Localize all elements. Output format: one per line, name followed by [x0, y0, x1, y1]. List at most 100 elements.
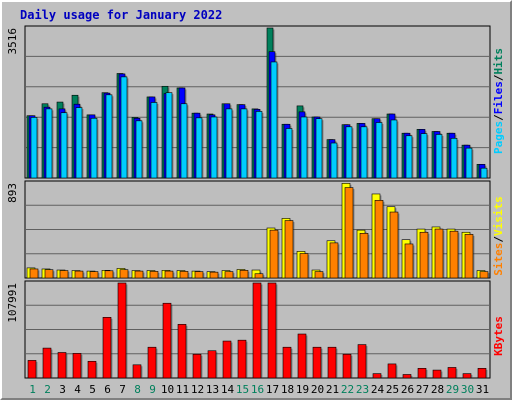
- bar-kbytes-day-18: [282, 346, 292, 379]
- bar-pages-day-31: [480, 167, 488, 179]
- bar-kbytes-day-14: [222, 340, 232, 379]
- x-tick-label-day-25: 25: [386, 383, 399, 396]
- bar-pages-day-14: [225, 108, 233, 179]
- x-tick-label-day-15: 15: [236, 383, 249, 396]
- bar-sites-day-22: [344, 187, 354, 279]
- x-tick-label-day-10: 10: [161, 383, 174, 396]
- x-tick-label-day-14: 14: [221, 383, 235, 396]
- x-tick-label-day-11: 11: [176, 383, 189, 396]
- x-tick-label-day-4: 4: [74, 383, 81, 396]
- bar-kbytes-day-5: [87, 360, 97, 379]
- x-tick-label-day-8: 8: [134, 383, 141, 396]
- bar-pages-day-21: [330, 142, 338, 179]
- bar-kbytes-day-26: [402, 374, 412, 379]
- bar-kbytes-day-22: [342, 353, 352, 379]
- legend-entry-files: Files: [492, 81, 505, 114]
- bar-kbytes-day-24: [372, 373, 382, 379]
- bar-sites-day-27: [419, 231, 429, 279]
- legend-entry-sites: Sites: [492, 243, 505, 276]
- bar-sites-day-10: [164, 270, 174, 279]
- x-tick-label-day-16: 16: [251, 383, 264, 396]
- bar-sites-day-8: [134, 270, 144, 279]
- bar-sites-day-6: [104, 270, 114, 279]
- bar-pages-day-17: [270, 61, 278, 179]
- x-tick-label-day-31: 31: [476, 383, 489, 396]
- legend-entry-hits: Hits: [492, 48, 505, 75]
- bar-sites-day-19: [299, 253, 309, 279]
- bar-kbytes-day-7: [117, 282, 127, 379]
- bar-sites-day-26: [404, 243, 414, 279]
- bar-pages-day-2: [45, 108, 53, 179]
- bar-kbytes-day-3: [57, 352, 67, 379]
- bar-pages-day-11: [180, 103, 188, 179]
- x-tick-label-day-28: 28: [431, 383, 444, 396]
- bar-sites-day-17: [269, 229, 279, 279]
- x-tick-label-day-26: 26: [401, 383, 414, 396]
- bar-pages-day-26: [405, 135, 413, 179]
- legend-separator: /: [492, 74, 505, 81]
- bar-kbytes-day-21: [327, 346, 337, 379]
- bar-kbytes-day-25: [387, 363, 397, 379]
- bar-pages-day-6: [105, 94, 113, 179]
- bar-pages-day-16: [255, 111, 263, 179]
- bar-pages-day-13: [210, 116, 218, 179]
- x-tick-label-day-2: 2: [44, 383, 51, 396]
- bar-pages-day-10: [165, 92, 173, 179]
- legend-separator: /: [492, 114, 505, 121]
- bar-kbytes-day-15: [237, 339, 247, 379]
- bar-kbytes-day-30: [462, 373, 472, 379]
- x-tick-label-day-9: 9: [149, 383, 156, 396]
- x-tick-label-day-18: 18: [281, 383, 294, 396]
- bar-kbytes-day-2: [42, 347, 52, 379]
- legend-entry-kbytes: KBytes: [492, 316, 505, 356]
- bar-sites-day-21: [329, 242, 339, 279]
- legend-sites-visits: Sites/Visits: [492, 196, 505, 276]
- bar-kbytes-day-31: [477, 368, 487, 379]
- bar-kbytes-day-6: [102, 317, 112, 379]
- legend-kbytes: KBytes: [492, 316, 505, 356]
- legend-entry-visits: Visits: [492, 196, 505, 236]
- bar-sites-day-16: [254, 273, 264, 279]
- bar-pages-day-12: [195, 117, 203, 179]
- bar-kbytes-day-13: [207, 350, 217, 379]
- x-tick-label-day-6: 6: [104, 383, 111, 396]
- bar-sites-day-5: [89, 271, 99, 279]
- bar-sites-day-18: [284, 220, 294, 279]
- bar-sites-day-13: [209, 271, 219, 279]
- x-tick-label-day-17: 17: [266, 383, 279, 396]
- x-tick-label-day-23: 23: [356, 383, 369, 396]
- bar-sites-day-3: [59, 270, 69, 279]
- x-tick-label-day-12: 12: [191, 383, 204, 396]
- bar-sites-day-30: [464, 234, 474, 279]
- bar-pages-day-27: [420, 133, 428, 179]
- x-tick-label-day-27: 27: [416, 383, 429, 396]
- bar-sites-day-14: [224, 271, 234, 279]
- bar-sites-day-15: [239, 270, 249, 279]
- bar-kbytes-day-11: [177, 324, 187, 379]
- x-tick-label-day-29: 29: [446, 383, 459, 396]
- legend-separator: /: [492, 236, 505, 243]
- x-tick-label-day-22: 22: [341, 383, 354, 396]
- y-max-label-sites-visits: 893: [6, 183, 19, 203]
- bar-pages-day-5: [90, 117, 98, 179]
- bar-sites-day-4: [74, 270, 84, 279]
- bar-pages-day-1: [30, 117, 38, 179]
- bar-pages-day-9: [150, 102, 158, 179]
- bar-sites-day-29: [449, 230, 459, 279]
- bar-sites-day-11: [179, 271, 189, 279]
- x-tick-label-day-20: 20: [311, 383, 324, 396]
- x-tick-label-day-3: 3: [59, 383, 66, 396]
- y-max-label-kbytes: 107991: [6, 283, 19, 323]
- bar-sites-day-20: [314, 271, 324, 279]
- bar-sites-day-25: [389, 211, 399, 279]
- bar-pages-day-28: [435, 134, 443, 179]
- y-max-label-pages-files-hits: 3516: [6, 28, 19, 55]
- x-tick-label-day-21: 21: [326, 383, 339, 396]
- bar-kbytes-day-19: [297, 333, 307, 379]
- bar-sites-day-31: [479, 271, 489, 279]
- bar-pages-day-7: [120, 76, 128, 179]
- bar-pages-day-25: [390, 119, 398, 179]
- bar-sites-day-1: [29, 268, 39, 279]
- bar-kbytes-day-27: [417, 368, 427, 379]
